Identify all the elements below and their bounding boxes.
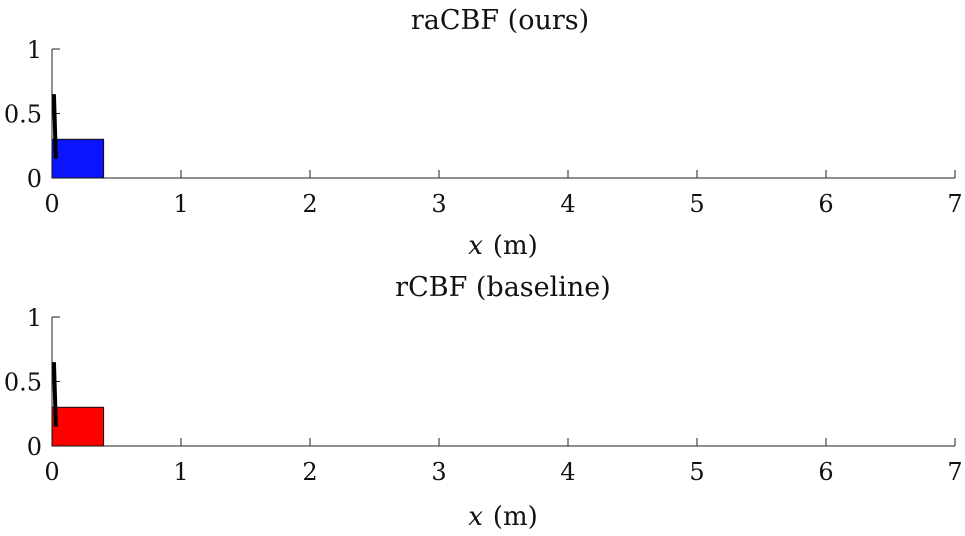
x-axis-unit: (m) [493, 231, 538, 261]
x-axis-label: x (m) [468, 502, 538, 532]
x-tick-label: 5 [689, 190, 704, 218]
block-mark [51, 138, 105, 179]
pole-mark [51, 362, 58, 427]
chart-title: raCBF (ours) [411, 5, 589, 36]
x-tick-label: 3 [431, 190, 446, 218]
x-axis-variable: x [468, 231, 483, 261]
x-tick-label: 2 [302, 458, 317, 486]
y-tick-label: 0.5 [4, 101, 42, 129]
x-tick-label: 1 [173, 190, 188, 218]
y-tick-label: 1 [27, 36, 42, 64]
plot-area: 0 1 2 3 4 5 6 7 0 0.5 1 [4, 304, 963, 486]
pole-mark [51, 94, 58, 159]
y-tick-label: 0 [27, 433, 42, 461]
plot-area: 0 1 2 3 4 5 6 7 0 0.5 1 [4, 36, 963, 218]
x-tick-label: 2 [302, 190, 317, 218]
x-tick-label: 6 [818, 458, 833, 486]
x-tick-label: 5 [689, 458, 704, 486]
chart-title: rCBF (baseline) [395, 272, 611, 303]
x-axis-label: x (m) [468, 231, 538, 261]
y-tick-label: 0 [27, 165, 42, 193]
y-tick-label: 0.5 [4, 369, 42, 397]
x-tick-label: 4 [560, 190, 575, 218]
x-tick-label: 3 [431, 458, 446, 486]
x-tick-label: 6 [818, 190, 833, 218]
x-tick-label: 4 [560, 458, 575, 486]
x-tick-label: 1 [173, 458, 188, 486]
panel-rcbf: rCBF (baseline) 0 1 2 3 4 5 6 7 0 0.5 1 x (m) [4, 272, 963, 532]
x-axis-unit: (m) [493, 502, 538, 532]
panel-racbf: raCBF (ours) 0 1 2 3 4 5 6 7 0 0.5 1 x (m) [4, 5, 963, 261]
x-tick-label: 7 [947, 190, 962, 218]
x-tick-label: 0 [44, 458, 59, 486]
y-tick-label: 1 [27, 304, 42, 332]
x-tick-label: 7 [947, 458, 962, 486]
block-mark [51, 406, 105, 447]
x-tick-label: 0 [44, 190, 59, 218]
x-axis-variable: x [468, 502, 483, 532]
